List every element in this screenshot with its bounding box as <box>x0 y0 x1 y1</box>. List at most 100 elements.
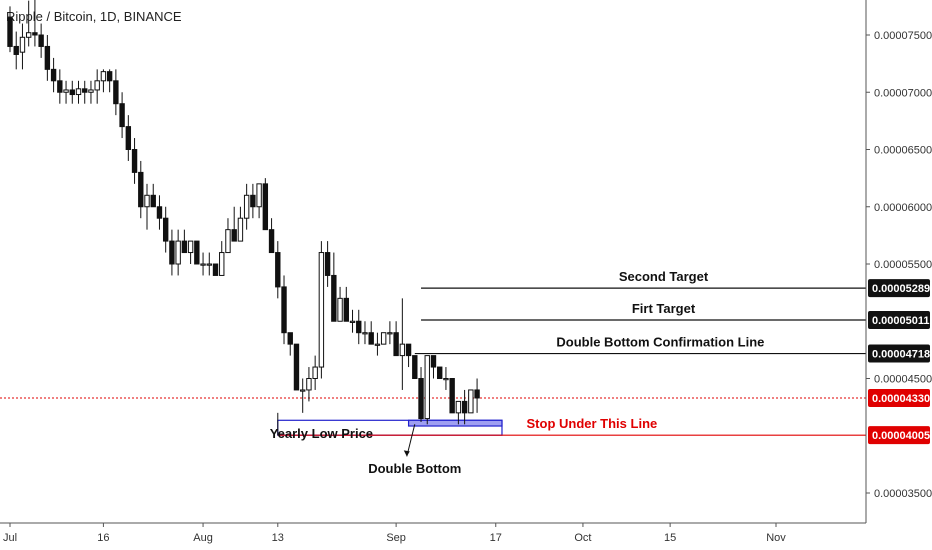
candle-body <box>287 332 293 345</box>
candle-body <box>380 332 387 345</box>
arrow-head-icon <box>403 450 410 457</box>
candle-body <box>256 183 262 208</box>
candle-body <box>75 88 82 96</box>
candle-body <box>412 355 418 380</box>
x-tick-label: 15 <box>664 532 676 544</box>
candle-body <box>38 34 44 47</box>
candle-body <box>275 252 281 288</box>
candle-body <box>181 240 188 254</box>
x-tick-label: 16 <box>97 532 109 544</box>
level-label: Second Target <box>619 269 709 284</box>
candle-body <box>131 149 138 173</box>
level-label: Stop Under This Line <box>527 416 658 431</box>
candle-body <box>162 217 169 242</box>
candle-body <box>337 297 343 322</box>
candle-body <box>468 389 474 414</box>
candle-body <box>187 240 194 254</box>
candle-body <box>430 355 437 368</box>
candle-body <box>231 229 237 242</box>
x-tick-label: Jul <box>3 532 17 544</box>
candle-body <box>138 171 144 208</box>
price-badge-label: 0.00004718 <box>872 349 930 361</box>
candle-body <box>69 89 75 96</box>
price-badge-label: 0.00005011 <box>872 315 930 327</box>
candle-body <box>169 240 175 265</box>
levels-layer: Second Target Firt Target Double Bottom Co… <box>0 269 866 436</box>
candle-body <box>113 80 119 105</box>
price-badge <box>868 310 930 329</box>
candle-body <box>424 355 430 420</box>
candle-body <box>125 126 132 150</box>
candle-body <box>13 45 19 55</box>
candle-body <box>387 332 393 335</box>
candle-body <box>443 378 449 381</box>
x-tick-label: Oct <box>574 532 591 544</box>
x-tick-label: Sep <box>386 532 406 544</box>
y-tick-label: 0.00007500 <box>874 30 932 42</box>
candle-body <box>324 252 331 276</box>
candle-body <box>212 263 219 276</box>
price-badge <box>868 388 930 407</box>
candles-layer <box>7 0 480 425</box>
candle-body <box>225 229 231 254</box>
candle-body <box>175 240 181 265</box>
candle-body <box>7 17 13 47</box>
candle-body <box>405 343 412 357</box>
double-bottom-label: Double Bottom <box>368 461 461 476</box>
candle-body <box>343 297 349 322</box>
candle-body <box>88 89 94 93</box>
candle-body <box>50 68 57 82</box>
candle-body <box>82 88 88 93</box>
x-tick-label: 13 <box>272 532 284 544</box>
candle-body <box>268 229 275 254</box>
yearly-low-label: Yearly Low Price <box>270 426 373 441</box>
candle-body <box>312 366 318 379</box>
candle-body <box>219 252 225 276</box>
candle-body <box>449 378 455 414</box>
price-badge <box>868 279 930 298</box>
y-tick-label: 0.00003500 <box>874 488 932 500</box>
x-tick-label: Aug <box>193 532 213 544</box>
candle-body <box>461 400 468 414</box>
candle-body <box>349 320 356 323</box>
chart-title: Ripple / Bitcoin, 1D, BINANCE <box>6 9 182 24</box>
candle-body <box>237 217 244 242</box>
candle-body <box>32 32 38 36</box>
level-label: Firt Target <box>632 301 696 316</box>
candle-body <box>25 32 32 38</box>
candle-body <box>100 71 107 82</box>
price-badge <box>868 344 930 363</box>
level-label: Double Bottom Confirmation Line <box>556 335 764 350</box>
candle-body <box>119 103 125 128</box>
price-badge-label: 0.00005289 <box>872 283 930 295</box>
candle-body <box>206 263 212 266</box>
candle-body <box>106 71 113 82</box>
candle-body <box>194 240 200 265</box>
candle-body <box>374 343 381 346</box>
annotations-layer: Yearly Low Price Double Bottom <box>270 424 461 476</box>
price-badges-layer: 0.00005289 0.00005011 0.00004718 0.00004330… <box>868 279 930 445</box>
candle-body <box>262 183 269 231</box>
candle-body <box>19 36 26 53</box>
candle-body <box>474 389 480 399</box>
price-badge <box>868 426 930 445</box>
candle-body <box>144 194 150 208</box>
candle-body <box>44 45 51 70</box>
candle-body <box>243 194 250 219</box>
candle-body <box>63 89 69 93</box>
y-tick-label: 0.00004500 <box>874 374 932 386</box>
candle-body <box>455 400 462 414</box>
y-tick-label: 0.00006500 <box>874 145 932 157</box>
candle-body <box>437 366 443 379</box>
candle-body <box>331 274 337 322</box>
candle-body <box>362 332 368 335</box>
y-tick-label: 0.00005500 <box>874 259 932 271</box>
candle-body <box>356 320 362 334</box>
price-badge-label: 0.00004005 <box>872 430 930 442</box>
zone-double-bottom <box>407 419 503 427</box>
candle-body <box>94 80 100 91</box>
x-tick-label: 17 <box>490 532 502 544</box>
candle-body <box>418 378 424 420</box>
